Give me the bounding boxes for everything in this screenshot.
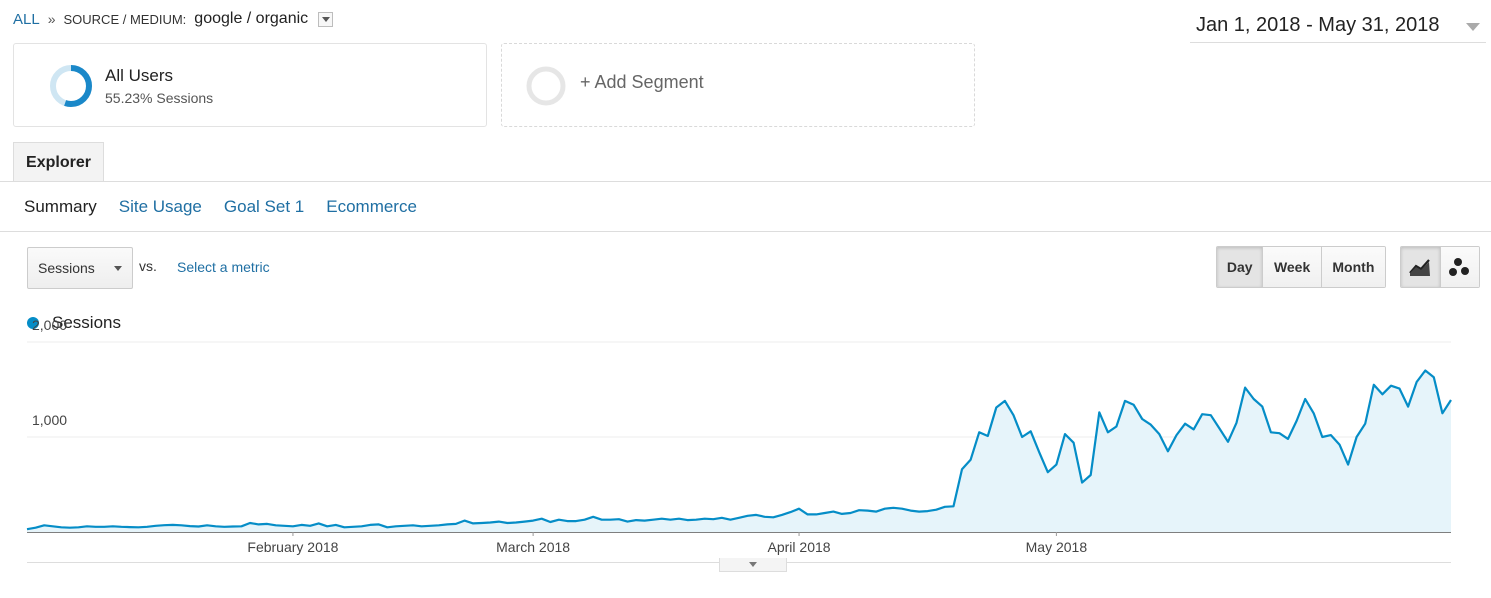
granularity-toggle: Day Week Month <box>1216 246 1386 288</box>
legend-label-sessions: Sessions <box>52 313 121 332</box>
tab-divider <box>0 181 1491 182</box>
subtab-goal-set-1[interactable]: Goal Set 1 <box>223 197 305 216</box>
collapse-chart-button[interactable] <box>719 558 787 572</box>
chevron-down-icon <box>1466 23 1480 31</box>
chevron-down-icon <box>321 16 330 22</box>
day-button[interactable]: Day <box>1217 247 1263 287</box>
x-tick-label: May 2018 <box>1026 539 1088 555</box>
breadcrumb-root-link[interactable]: ALL <box>13 10 40 28</box>
date-range-picker[interactable]: Jan 1, 2018 - May 31, 2018 <box>1190 12 1486 43</box>
subtab-site-usage[interactable]: Site Usage <box>118 197 202 216</box>
chart-legend: Sessions <box>27 313 121 333</box>
segment-donut-icon <box>50 65 92 107</box>
week-button[interactable]: Week <box>1262 247 1321 287</box>
empty-segment-circle-icon <box>526 66 566 106</box>
legend-dot-sessions <box>27 317 39 329</box>
y-tick-label: 2,000 <box>32 317 68 333</box>
add-segment-label: + Add Segment <box>580 72 704 92</box>
breadcrumb: ALL » SOURCE / MEDIUM: google / organic <box>13 10 334 28</box>
chevron-down-icon <box>749 562 757 567</box>
motion-chart-icon <box>1448 258 1469 276</box>
sessions-area-fill <box>27 370 1451 532</box>
breadcrumb-dropdown-button[interactable] <box>318 11 334 27</box>
subtab-divider <box>0 231 1491 232</box>
segment-card-all-users[interactable]: All Users 55.23% Sessions <box>13 43 487 127</box>
subtab-ecommerce[interactable]: Ecommerce <box>326 197 417 216</box>
chevron-down-icon <box>114 266 122 271</box>
primary-metric-select[interactable]: Sessions <box>27 247 133 289</box>
primary-metric-value: Sessions <box>38 260 95 276</box>
y-tick-label: 1,000 <box>32 412 68 428</box>
line-chart-icon <box>1409 259 1431 276</box>
tab-explorer[interactable]: Explorer <box>13 142 104 182</box>
line-chart-button[interactable] <box>1401 247 1440 287</box>
segment-name: All Users <box>105 66 174 85</box>
x-tick-label: April 2018 <box>768 539 831 555</box>
sessions-area-chart: February 2018 March 2018 April 2018 May 201… <box>26 341 1452 555</box>
sessions-line <box>26 369 1452 531</box>
select-metric-link[interactable]: Select a metric <box>177 259 270 275</box>
chart-mode-toggle <box>1400 246 1480 288</box>
breadcrumb-separator: » <box>47 11 56 27</box>
vs-label: vs. <box>139 258 157 274</box>
add-segment-card[interactable]: + Add Segment <box>501 43 975 127</box>
month-button[interactable]: Month <box>1320 247 1385 287</box>
breadcrumb-dimension-value: google / organic <box>194 10 309 27</box>
motion-chart-button[interactable] <box>1439 247 1479 287</box>
breadcrumb-dimension-label: SOURCE / MEDIUM: <box>63 11 187 27</box>
x-tick-label: February 2018 <box>247 539 338 555</box>
subtab-summary[interactable]: Summary <box>24 197 97 216</box>
x-tick-label: March 2018 <box>496 539 570 555</box>
segment-subtitle: 55.23% Sessions <box>105 90 214 106</box>
date-range-text: Jan 1, 2018 - May 31, 2018 <box>1196 14 1440 36</box>
explorer-subtabs: Summary Site Usage Goal Set 1 Ecommerce <box>24 197 417 217</box>
